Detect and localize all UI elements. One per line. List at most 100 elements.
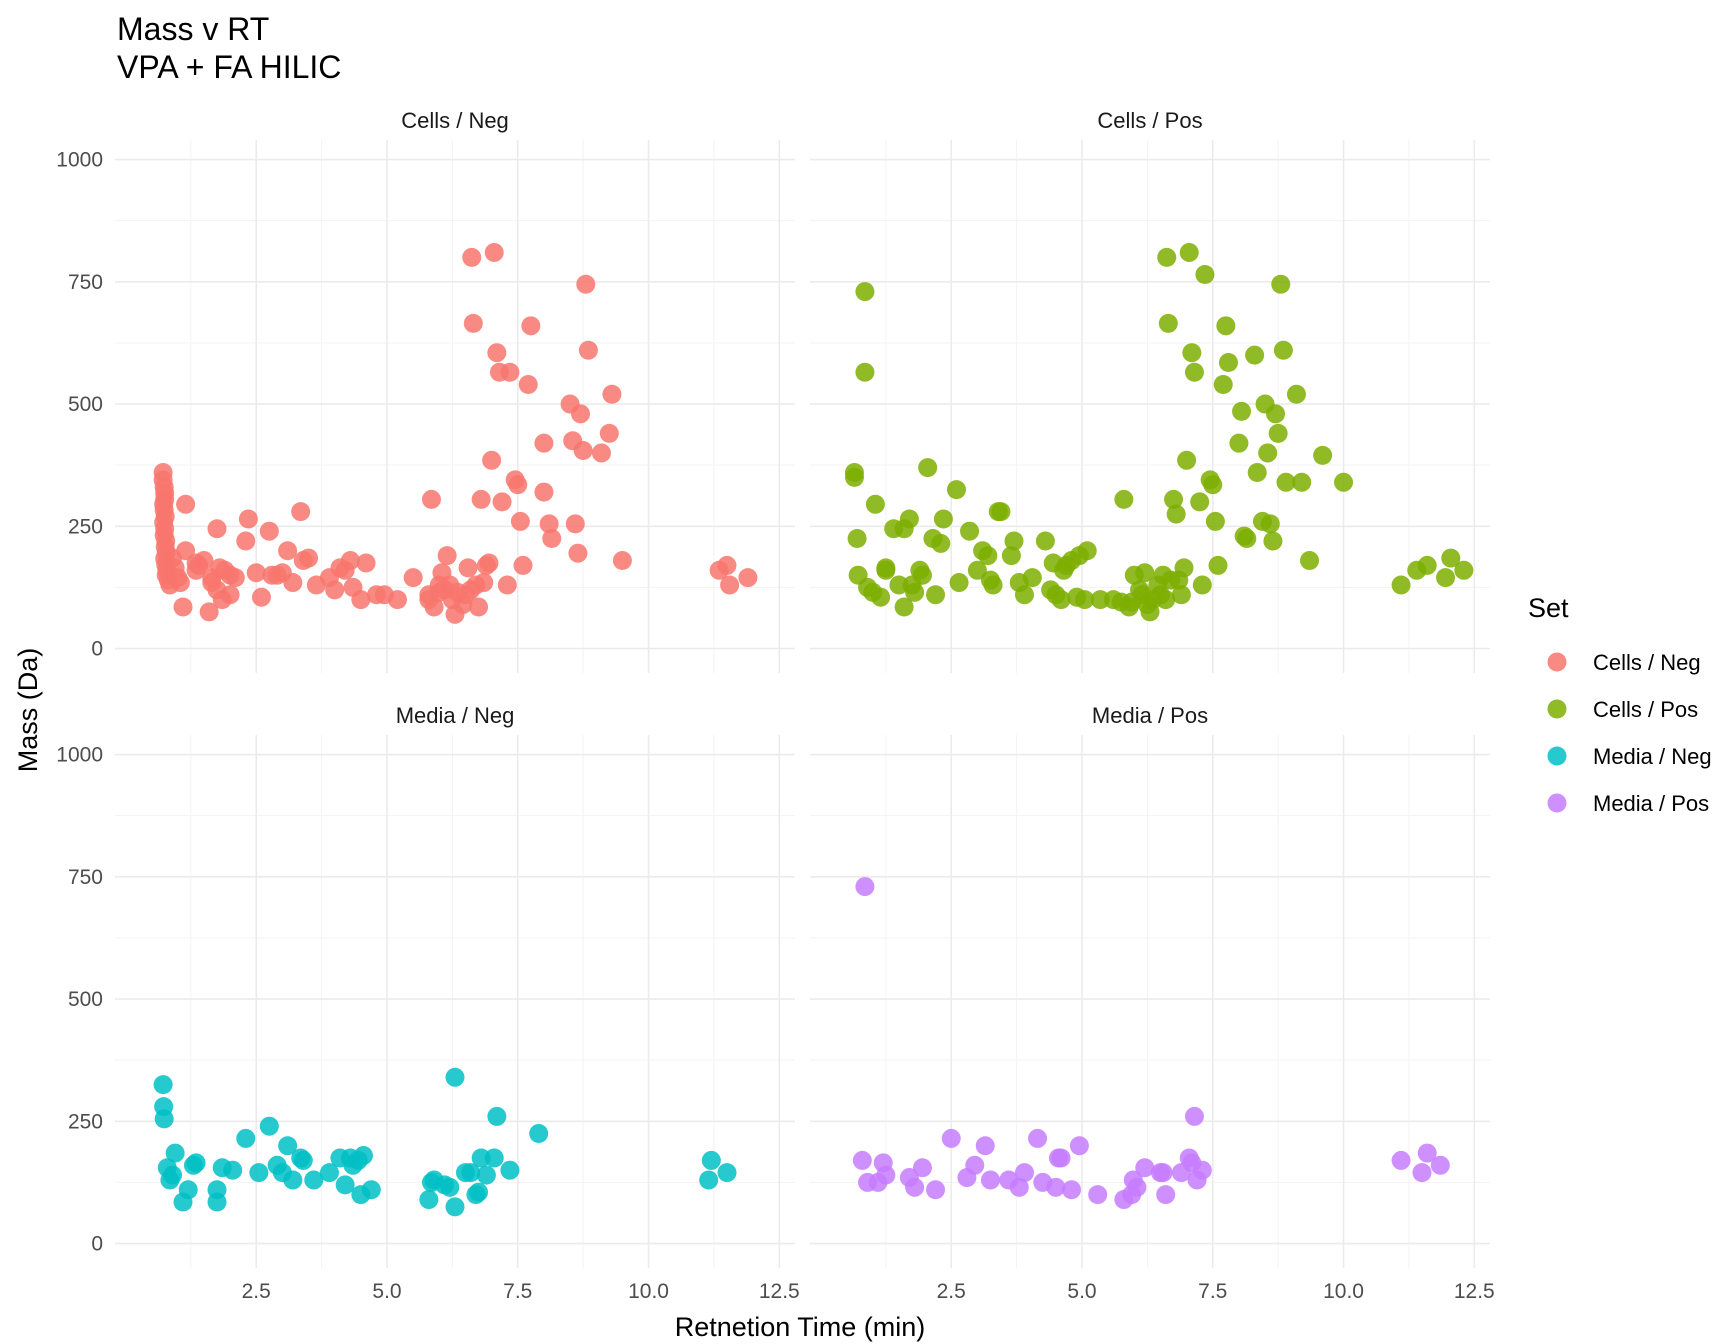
data-point [154, 1109, 174, 1129]
data-point [403, 568, 423, 588]
data-point [225, 568, 245, 588]
data-point [207, 519, 227, 539]
data-point [223, 1160, 243, 1180]
data-point [199, 602, 219, 622]
data-point [894, 597, 914, 617]
data-point [1229, 433, 1249, 453]
data-point [1179, 242, 1199, 262]
facet-panels: Cells / Neg 0 250 500 750 1000 Cells / Pos Medi… [56, 108, 1494, 1303]
data-point [1430, 1155, 1450, 1175]
data-point [602, 384, 622, 404]
data-point [186, 1153, 206, 1173]
chart-subtitle: VPA + FA HILIC [117, 49, 341, 85]
data-point [1035, 531, 1055, 551]
data-point [445, 1067, 465, 1087]
data-point [1195, 264, 1215, 284]
data-point [220, 585, 240, 605]
facet-panel: Media / Neg 0 250 500 750 1000 2.5 5.0 7.5 10.0 12… [56, 703, 799, 1303]
data-point [291, 502, 311, 522]
data-point [1090, 590, 1110, 610]
facet-panel: Media / Pos 2.5 5.0 7.5 10.0 12.5 [810, 703, 1495, 1303]
data-point [471, 489, 491, 509]
data-point [905, 1177, 925, 1197]
data-point [1247, 463, 1267, 483]
data-point [978, 546, 998, 566]
y-tick-label: 1000 [56, 149, 103, 172]
data-point [1171, 585, 1191, 605]
data-point [1156, 1185, 1176, 1205]
data-point [889, 575, 909, 595]
data-point [1153, 1163, 1173, 1183]
data-point [571, 404, 591, 424]
series-points [852, 877, 1450, 1210]
facet-strip-label: Cells / Pos [1097, 108, 1202, 133]
data-point [926, 1180, 946, 1200]
data-point [251, 587, 271, 607]
data-point [1022, 568, 1042, 588]
data-point [905, 582, 925, 602]
x-tick-label: 7.5 [1198, 1280, 1227, 1303]
legend-key [1547, 699, 1567, 719]
data-point [852, 1150, 872, 1170]
data-point [1166, 504, 1186, 524]
data-point [319, 1163, 339, 1183]
data-point [335, 1175, 355, 1195]
data-point [194, 551, 214, 571]
data-point [283, 573, 303, 593]
data-point [1258, 443, 1278, 463]
data-point [513, 555, 533, 575]
data-point [236, 1128, 256, 1148]
data-point [479, 553, 499, 573]
data-point [1300, 551, 1320, 571]
data-point [424, 597, 444, 617]
data-point [1271, 274, 1291, 294]
data-point [991, 502, 1011, 522]
data-point [539, 514, 559, 534]
x-tick-label: 10.0 [628, 1280, 669, 1303]
data-point [1127, 1177, 1147, 1197]
data-point [578, 340, 598, 360]
data-point [482, 450, 502, 470]
data-point [1208, 555, 1228, 575]
data-point [353, 1146, 373, 1166]
data-point [855, 877, 875, 897]
data-point [170, 573, 190, 593]
data-point [591, 443, 611, 463]
data-point [1077, 541, 1097, 561]
data-point [1135, 563, 1155, 583]
data-point [474, 573, 494, 593]
data-point [437, 546, 457, 566]
data-point [965, 1155, 985, 1175]
data-point [484, 242, 504, 262]
data-point [249, 1163, 269, 1183]
data-point [1158, 313, 1178, 333]
data-point [487, 1106, 507, 1126]
data-point [960, 521, 980, 541]
data-point [855, 282, 875, 302]
data-point [500, 362, 520, 382]
series-points [844, 242, 1474, 622]
data-point [926, 585, 946, 605]
data-point [462, 247, 482, 267]
data-point [469, 1182, 489, 1202]
data-point [1441, 548, 1461, 568]
data-point [1245, 345, 1265, 365]
data-point [463, 313, 483, 333]
legend-title: Set [1528, 593, 1569, 623]
data-point [246, 563, 266, 583]
data-point [912, 565, 932, 585]
data-point [573, 441, 593, 461]
data-point [518, 374, 538, 394]
data-point [361, 1180, 381, 1200]
data-point [1263, 531, 1283, 551]
data-point [351, 590, 371, 610]
data-point [1184, 1106, 1204, 1126]
y-tick-label: 500 [68, 393, 103, 416]
data-point [1135, 1158, 1155, 1178]
data-point [612, 551, 632, 571]
x-tick-label: 12.5 [759, 1280, 800, 1303]
data-point [173, 597, 193, 617]
data-point [738, 568, 758, 588]
data-point [1260, 514, 1280, 534]
data-point [1391, 575, 1411, 595]
